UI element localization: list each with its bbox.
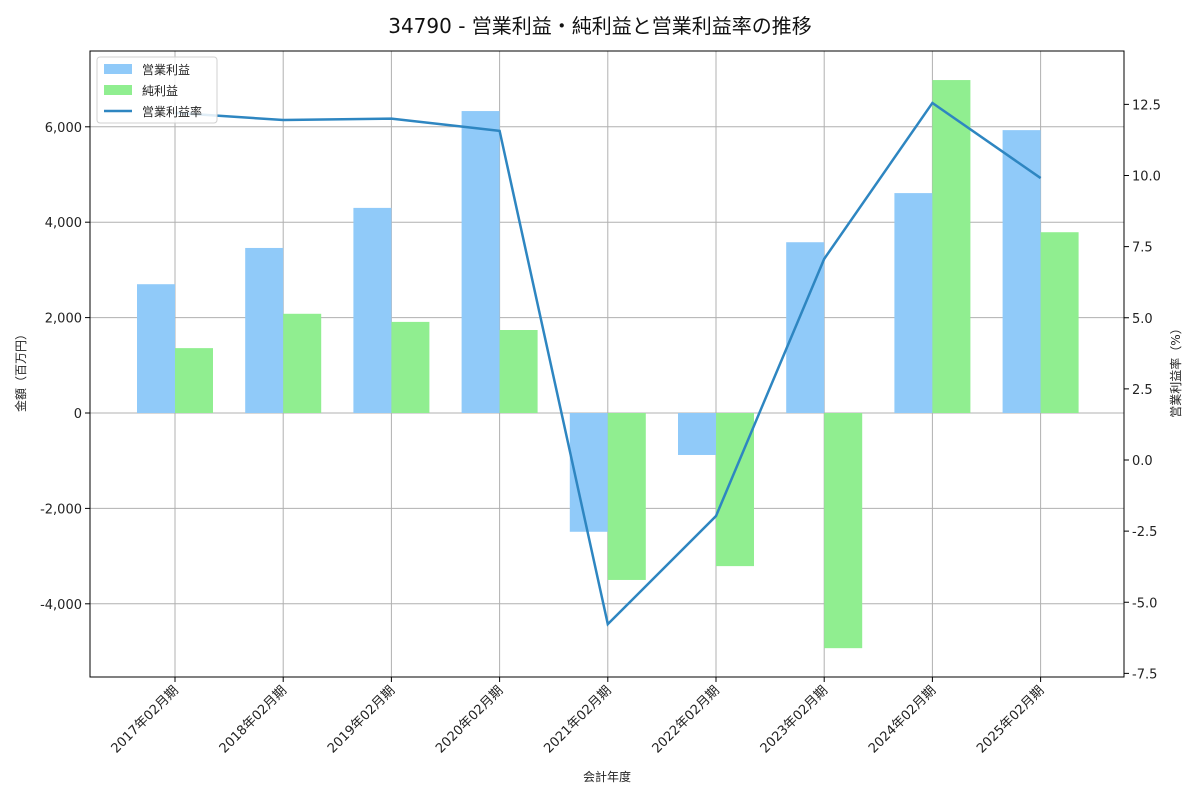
bar-operating-profit	[678, 413, 716, 455]
bar-operating-profit	[245, 247, 284, 413]
bar-net-profit	[1040, 232, 1079, 413]
legend-label-operating-profit: 営業利益	[142, 63, 190, 77]
legend-label-operating-margin: 営業利益率	[142, 104, 202, 119]
y-tick-label: -2,000	[40, 502, 82, 517]
bar-net-profit	[932, 80, 971, 413]
y2-tick-label: 2.5	[1132, 383, 1153, 398]
x-tick-label: 2019年02月期	[325, 683, 398, 756]
y-axis-label: 金額（百万円）	[13, 328, 28, 412]
y2-tick-label: -2.5	[1132, 525, 1157, 540]
y2-tick-label: 12.5	[1132, 98, 1161, 113]
plot-frame	[89, 50, 1125, 678]
y2-tick-label: 5.0	[1132, 312, 1153, 327]
y-tick-label: -4,000	[40, 598, 82, 613]
y2-axis-label: 営業利益率（%）	[1168, 322, 1183, 417]
y2-tick-label: 7.5	[1132, 241, 1153, 256]
bar-net-profit	[175, 348, 213, 413]
x-tick-label: 2017年02月期	[109, 683, 182, 756]
x-tick-label: 2018年02月期	[217, 683, 290, 756]
bar-operating-profit	[786, 242, 825, 413]
bar-net-profit	[283, 313, 322, 413]
bar-operating-profit	[461, 111, 500, 414]
x-tick-label: 2021年02月期	[541, 683, 614, 756]
x-tick-label: 2020年02月期	[433, 683, 506, 756]
y2-tick-label: 0.0	[1132, 454, 1153, 469]
x-tick-label: 2024年02月期	[866, 683, 939, 756]
y2-tick-label: 10.0	[1132, 170, 1161, 185]
x-axis-label: 会計年度	[583, 769, 631, 784]
legend: 営業利益 純利益 営業利益率	[96, 56, 218, 124]
bar-net-profit	[824, 413, 863, 649]
legend-label-net-profit: 純利益	[142, 84, 178, 98]
x-tick-label: 2022年02月期	[650, 683, 723, 756]
y-tick-label: 4,000	[45, 216, 82, 231]
bar-net-profit	[716, 413, 754, 567]
bar-operating-profit	[137, 284, 175, 413]
right-y-axis: -7.5 -5.0 -2.5 0.0 2.5 5.0 7.5 10.0 12.5	[1124, 98, 1161, 682]
legend-swatch-operating-profit	[104, 64, 132, 74]
y2-tick-label: -7.5	[1132, 667, 1157, 682]
y2-tick-label: -5.0	[1132, 596, 1157, 611]
x-tick-label: 2023年02月期	[758, 683, 831, 756]
chart-title: 34790 - 営業利益・純利益と営業利益率の推移	[388, 14, 812, 38]
y-tick-label: 2,000	[45, 312, 82, 327]
bar-net-profit	[499, 330, 538, 413]
operating-margin-line	[174, 101, 1042, 627]
bar-net-profit	[607, 413, 646, 580]
y-tick-label: 6,000	[45, 121, 82, 136]
bars	[137, 80, 1079, 649]
bar-net-profit	[391, 321, 430, 413]
left-y-axis: -4,000 -2,000 0 2,000 4,000 6,000	[40, 121, 90, 613]
bar-operating-profit	[1002, 130, 1041, 413]
bar-operating-profit	[569, 413, 608, 532]
margin-polyline	[174, 101, 1042, 627]
x-axis: 2017年02月期 2018年02月期 2019年02月期 2020年02月期 2021…	[109, 677, 1047, 757]
legend-swatch-net-profit	[104, 85, 132, 95]
y-tick-label: 0	[74, 407, 82, 422]
bar-operating-profit	[894, 193, 933, 413]
bar-operating-profit	[353, 207, 392, 413]
x-tick-label: 2025年02月期	[974, 683, 1047, 756]
